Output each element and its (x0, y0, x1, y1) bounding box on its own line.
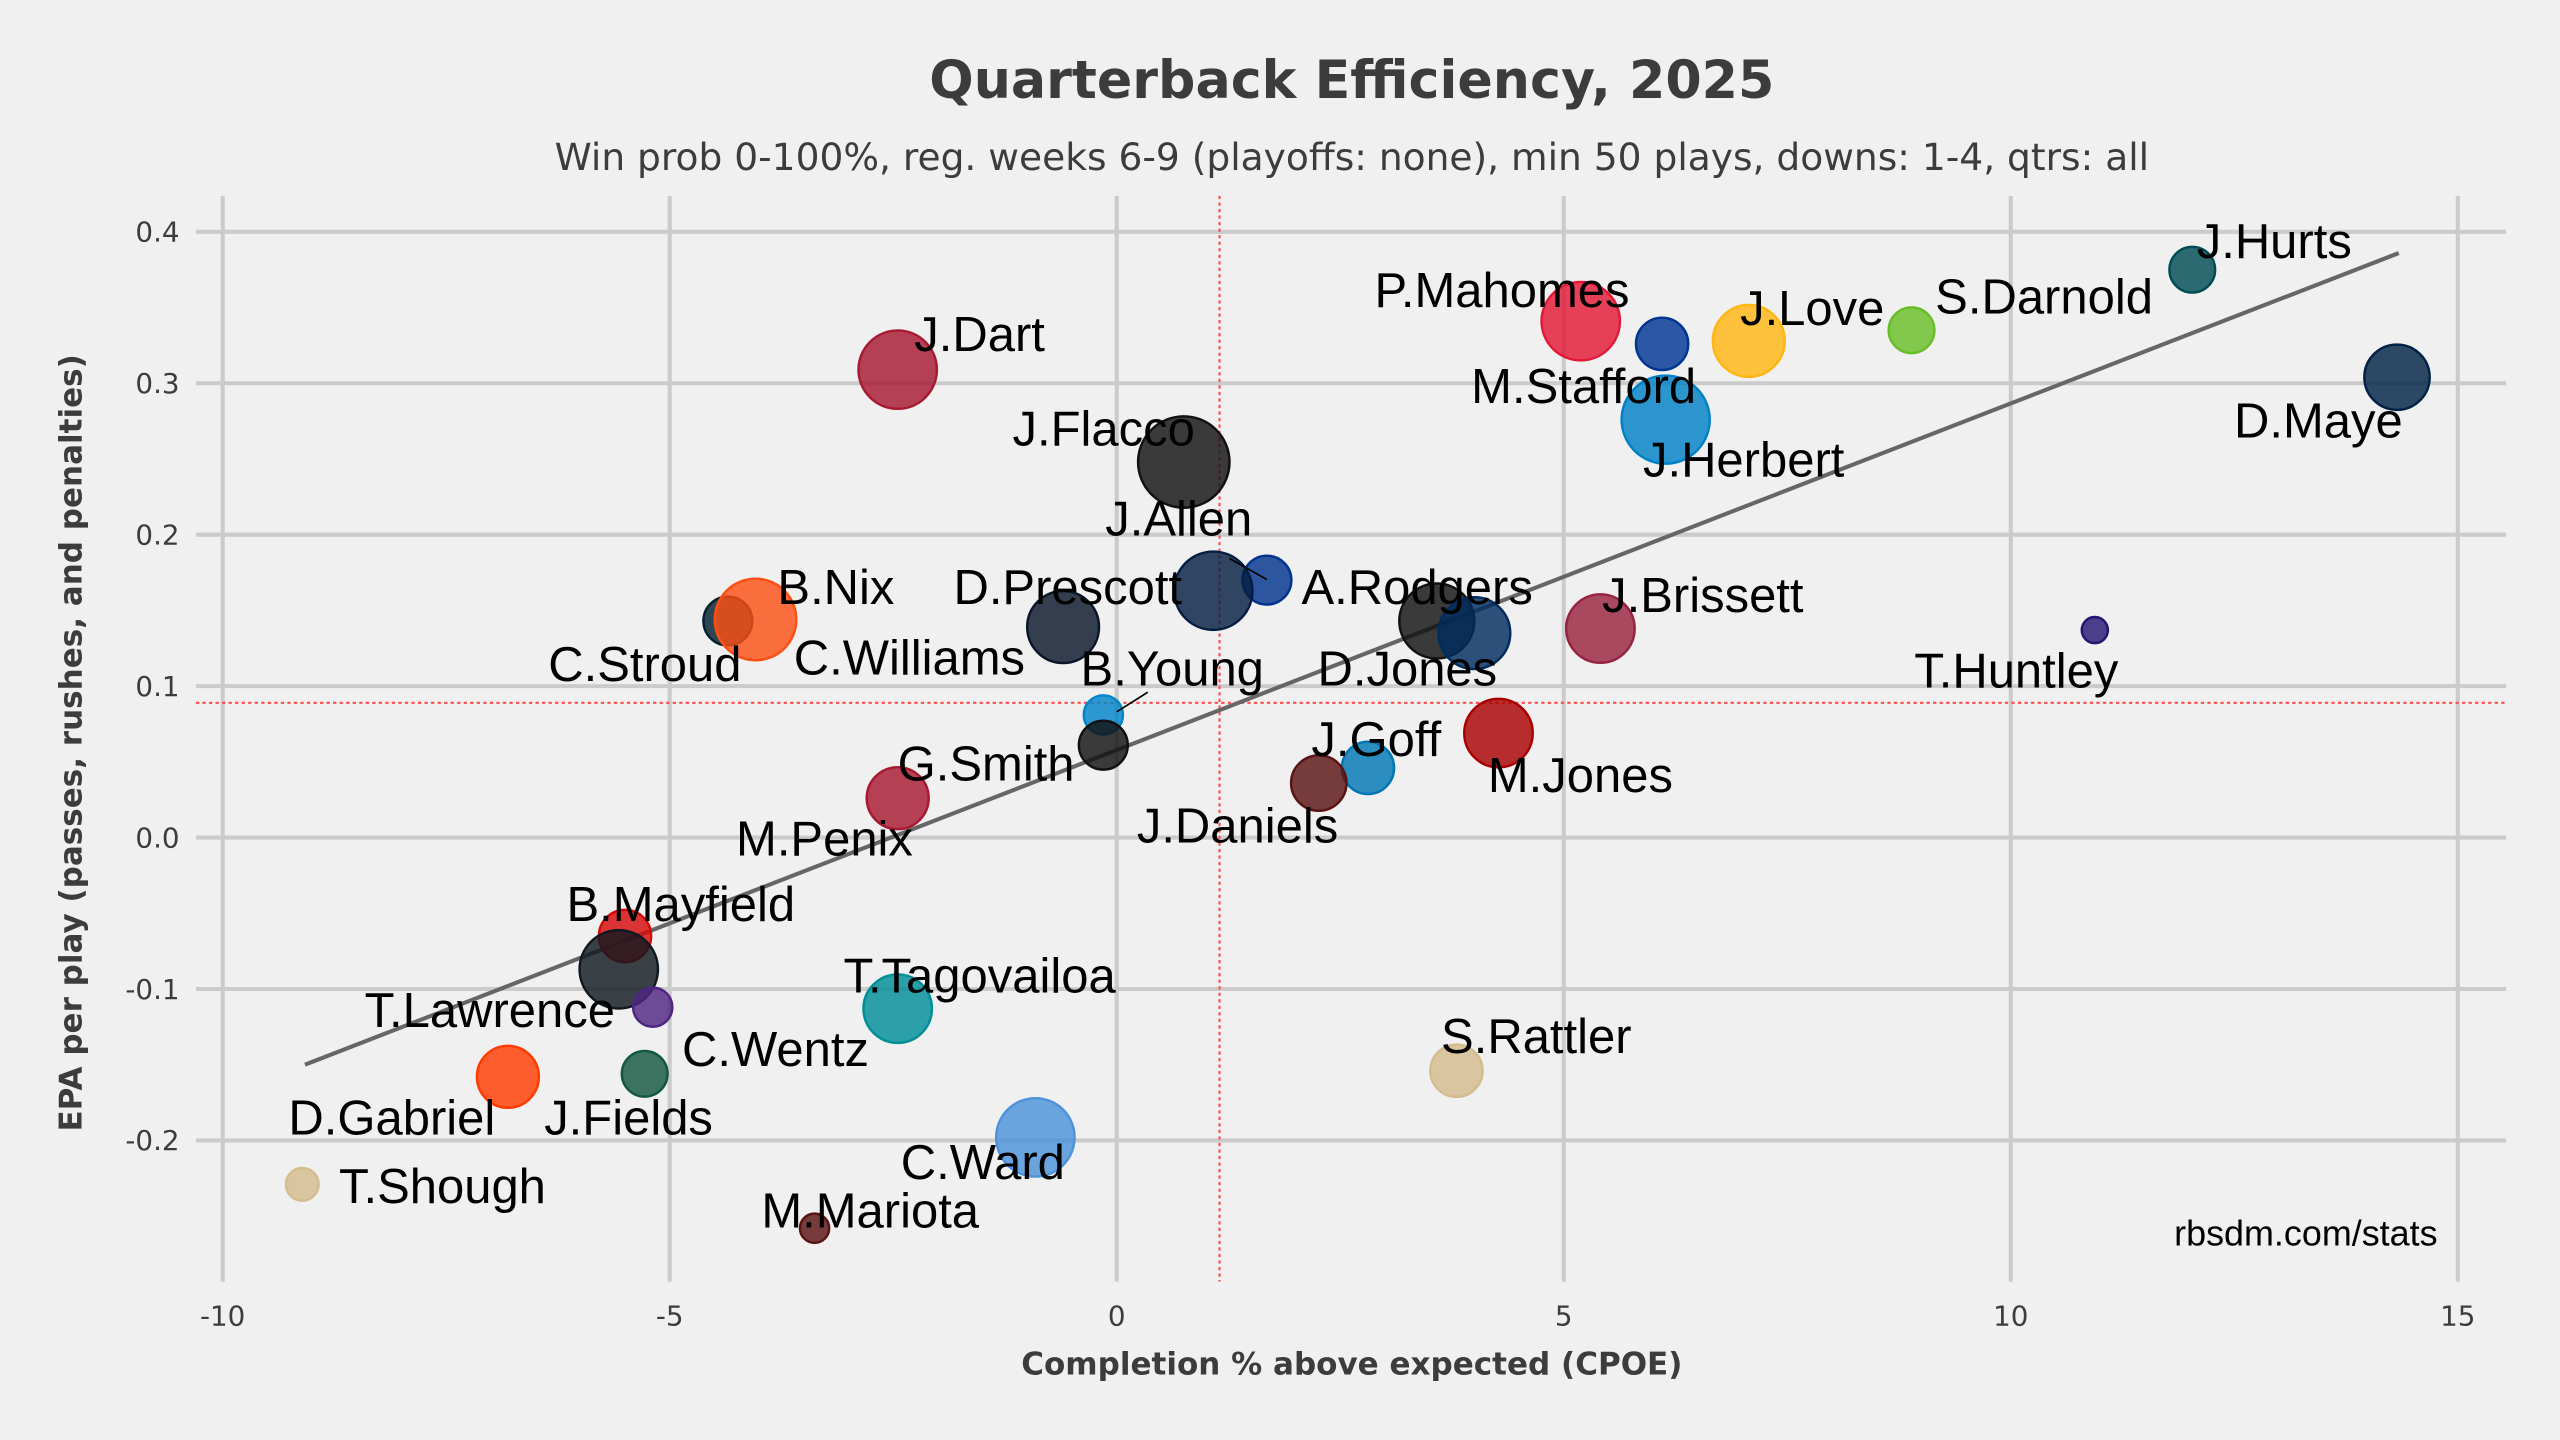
y-tick-label: 0.0 (135, 821, 179, 854)
x-tick-labels: -10 -5 0 5 10 15 (200, 1300, 2475, 1333)
point-label: D.Gabriel (288, 1092, 495, 1146)
point-d-jones (1437, 595, 1512, 671)
y-tick-label: 0.4 (135, 216, 179, 249)
point-m-stafford (1634, 316, 1690, 372)
y-tick-label: -0.2 (125, 1124, 179, 1157)
point-b-nix (713, 577, 798, 662)
point-j-daniels (1289, 754, 1348, 812)
leader-line (1116, 691, 1149, 713)
mean-lines (195, 195, 2507, 1282)
point-c-wentz (631, 986, 674, 1028)
point-c-williams (1025, 589, 1101, 665)
point-s-darnold (1887, 306, 1936, 355)
x-axis-label: Completion % above expected (CPOE) (1021, 1347, 1682, 1383)
point-label: M.Jones (1488, 749, 1673, 803)
x-tick-label: -10 (200, 1300, 245, 1333)
point-label: D.Prescott (953, 561, 1182, 615)
point-j-hurts (2168, 245, 2217, 294)
point-label: J.Goff (1311, 713, 1441, 767)
point-j-love (1711, 303, 1786, 379)
point-label: B.Nix (777, 561, 894, 615)
point-d-gabriel (475, 1044, 541, 1110)
point-labels: J.Hurts D.Maye S.Darnold J.Love P.Mahomes M.S… (288, 215, 2402, 1239)
point-g-smith (1077, 719, 1129, 771)
point-j-dart (857, 329, 939, 411)
point-label: A.Rodgers (1301, 561, 1532, 615)
point-label: G.Smith (898, 737, 1075, 791)
point-j-herbert (1620, 374, 1711, 465)
point-label: P.Mahomes (1375, 264, 1630, 318)
x-tick-label: 10 (1993, 1300, 2028, 1333)
point-s-rattler (1429, 1043, 1484, 1099)
point-j-flacco (1136, 415, 1231, 509)
chart-subtitle: Win prob 0-100%, reg. weeks 6-9 (playoff… (555, 135, 2149, 179)
point-label: S.Darnold (1935, 270, 2153, 324)
point-label: J.Love (1740, 282, 1884, 336)
point-label: T.Huntley (1914, 644, 2119, 698)
point-label: B.Mayfield (567, 878, 796, 932)
y-tick-labels: -0.2 -0.1 0.0 0.1 0.2 0.3 0.4 (125, 216, 179, 1158)
point-label: B.Young (1081, 643, 1264, 697)
points (284, 245, 2431, 1245)
point-m-penix (865, 765, 930, 831)
point-t-huntley (2080, 615, 2110, 645)
point-label: J.Fields (544, 1092, 713, 1146)
point-label: M.Mariota (761, 1185, 979, 1239)
point-d-maye (2363, 343, 2431, 412)
y-axis-label: EPA per play (passes, rushes, and penalt… (54, 354, 90, 1131)
point-m-mariota (798, 1212, 831, 1245)
point-label: J.Herbert (1643, 434, 1845, 488)
point-j-fields (620, 1049, 669, 1098)
credit-text: rbsdm.com/stats (2174, 1213, 2437, 1254)
point-label: J.Daniels (1137, 799, 1338, 853)
point-label: J.Brissett (1602, 569, 1804, 623)
point-j-brissett (1564, 593, 1636, 665)
point-label: J.Allen (1105, 493, 1252, 547)
point-d-prescott (1172, 550, 1254, 632)
point-t-shough (284, 1166, 320, 1202)
point-label: C.Wentz (682, 1023, 869, 1077)
point-m-jones (1463, 697, 1534, 769)
point-label: T.Tagovailoa (843, 950, 1116, 1004)
point-label: J.Dart (914, 308, 1045, 362)
x-tick-label: 15 (2440, 1300, 2475, 1333)
point-label: J.Flacco (1013, 403, 1195, 457)
x-tick-label: 0 (1108, 1300, 1126, 1333)
point-t-tagovailoa (862, 973, 934, 1045)
chart-title: Quarterback Efficiency, 2025 (929, 51, 1774, 111)
point-t-lawrence (578, 928, 660, 1010)
point-label: M.Penix (736, 813, 913, 867)
point-label: T.Shough (339, 1160, 546, 1214)
point-label: C.Stroud (548, 638, 741, 692)
y-tick-label: 0.2 (135, 518, 179, 551)
point-p-mahomes (1540, 280, 1622, 362)
y-tick-label: 0.1 (135, 670, 179, 703)
x-tick-label: 5 (1555, 1300, 1573, 1333)
point-label: D.Maye (2234, 395, 2403, 449)
point-label: C.Ward (901, 1136, 1065, 1190)
point-label: D.Jones (1318, 643, 1498, 697)
y-tick-label: -0.1 (125, 973, 179, 1006)
point-label: J.Hurts (2197, 215, 2352, 269)
leader-line (1228, 557, 1268, 581)
point-c-ward (994, 1096, 1076, 1178)
point-label: M.Stafford (1471, 360, 1696, 414)
trend-line (304, 251, 2400, 1067)
point-label: T.Lawrence (365, 984, 615, 1038)
trend-line (304, 251, 2400, 1067)
x-tick-label: -5 (656, 1300, 684, 1333)
y-tick-label: 0.3 (135, 367, 179, 400)
point-label: C.Williams (794, 631, 1025, 685)
point-label: S.Rattler (1441, 1010, 1632, 1064)
